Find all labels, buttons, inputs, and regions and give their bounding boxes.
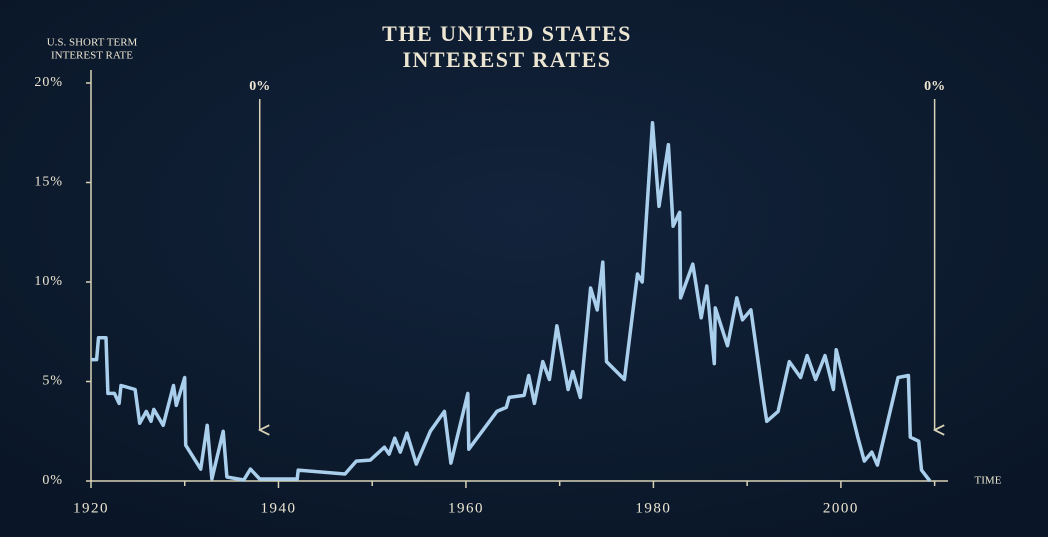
y-tick-label: 15% (34, 175, 63, 190)
x-tick-label: 1940 (260, 500, 296, 516)
y-axis-label: U.S. SHORT TERM (47, 37, 138, 49)
x-tick-label: 1980 (635, 500, 671, 516)
chart-title: THE UNITED STATES (382, 21, 632, 46)
annotation: 0% (924, 79, 945, 94)
y-tick-label: 0% (42, 473, 63, 488)
y-tick-label: 10% (34, 274, 63, 289)
y-tick-label: 20% (34, 75, 63, 90)
chart-title: INTEREST RATES (402, 47, 611, 72)
x-tick-label: 1920 (73, 500, 109, 516)
y-axis-label: INTEREST RATE (51, 50, 133, 62)
y-tick-label: 5% (42, 374, 63, 389)
x-tick-label: 2000 (823, 500, 859, 516)
data-line (91, 121, 932, 483)
annotation: 0% (249, 79, 270, 94)
x-tick-label: 1960 (448, 500, 484, 516)
x-axis-label: TIME (975, 475, 1002, 487)
